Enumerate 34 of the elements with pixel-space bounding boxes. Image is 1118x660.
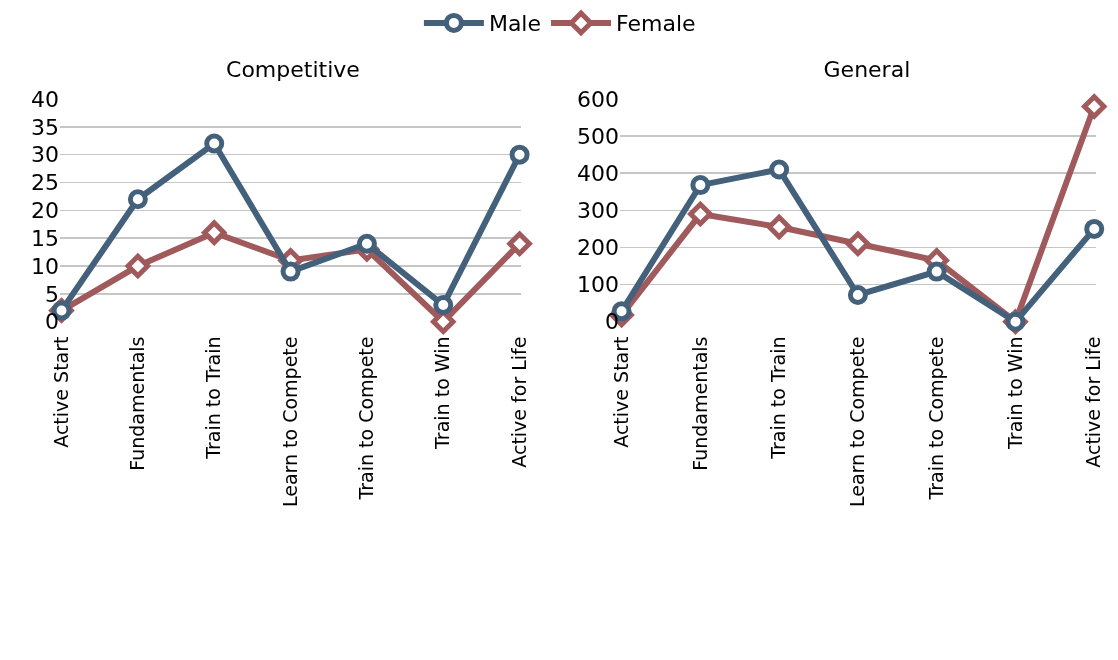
x-tick-label: Train to Win [1003, 336, 1026, 450]
x-tick-label: Learn to Compete [278, 336, 301, 508]
chart-title: General [823, 57, 911, 82]
chart-title: Competitive [226, 57, 360, 82]
y-tick-label: 20 [31, 198, 59, 224]
y-tick-label: 15 [31, 225, 59, 251]
y-tick-label: 25 [31, 170, 59, 196]
x-tick-label: Learn to Compete [846, 336, 869, 508]
x-tick-label: Train to Compete [924, 336, 947, 501]
legend-label: Female [616, 11, 696, 37]
y-tick-label: 400 [577, 160, 619, 186]
y-tick-label: 0 [45, 309, 59, 335]
x-tick-label: Active for Life [1082, 336, 1105, 468]
y-tick-label: 600 [577, 86, 619, 112]
x-tick-label: Active Start [609, 336, 632, 448]
x-tick-label: Active Start [49, 336, 72, 448]
y-tick-label: 500 [577, 123, 619, 149]
y-tick-label: 40 [31, 86, 59, 112]
x-tick-label: Train to Train [767, 336, 790, 460]
x-tick-label: Active for Life [507, 336, 530, 468]
y-tick-label: 100 [577, 272, 619, 298]
y-tick-label: 300 [577, 198, 619, 224]
x-tick-label: Fundamentals [688, 336, 711, 471]
y-tick-label: 10 [31, 253, 59, 279]
x-tick-label: Train to Win [431, 336, 454, 450]
y-tick-label: 30 [31, 142, 59, 168]
y-tick-label: 200 [577, 235, 619, 261]
y-tick-label: 0 [605, 309, 619, 335]
x-tick-label: Train to Compete [355, 336, 378, 501]
x-tick-label: Fundamentals [126, 336, 149, 471]
y-tick-label: 5 [45, 281, 59, 307]
y-tick-label: 35 [31, 114, 59, 140]
x-tick-label: Train to Train [202, 336, 225, 460]
legend-label: Male [488, 11, 542, 37]
